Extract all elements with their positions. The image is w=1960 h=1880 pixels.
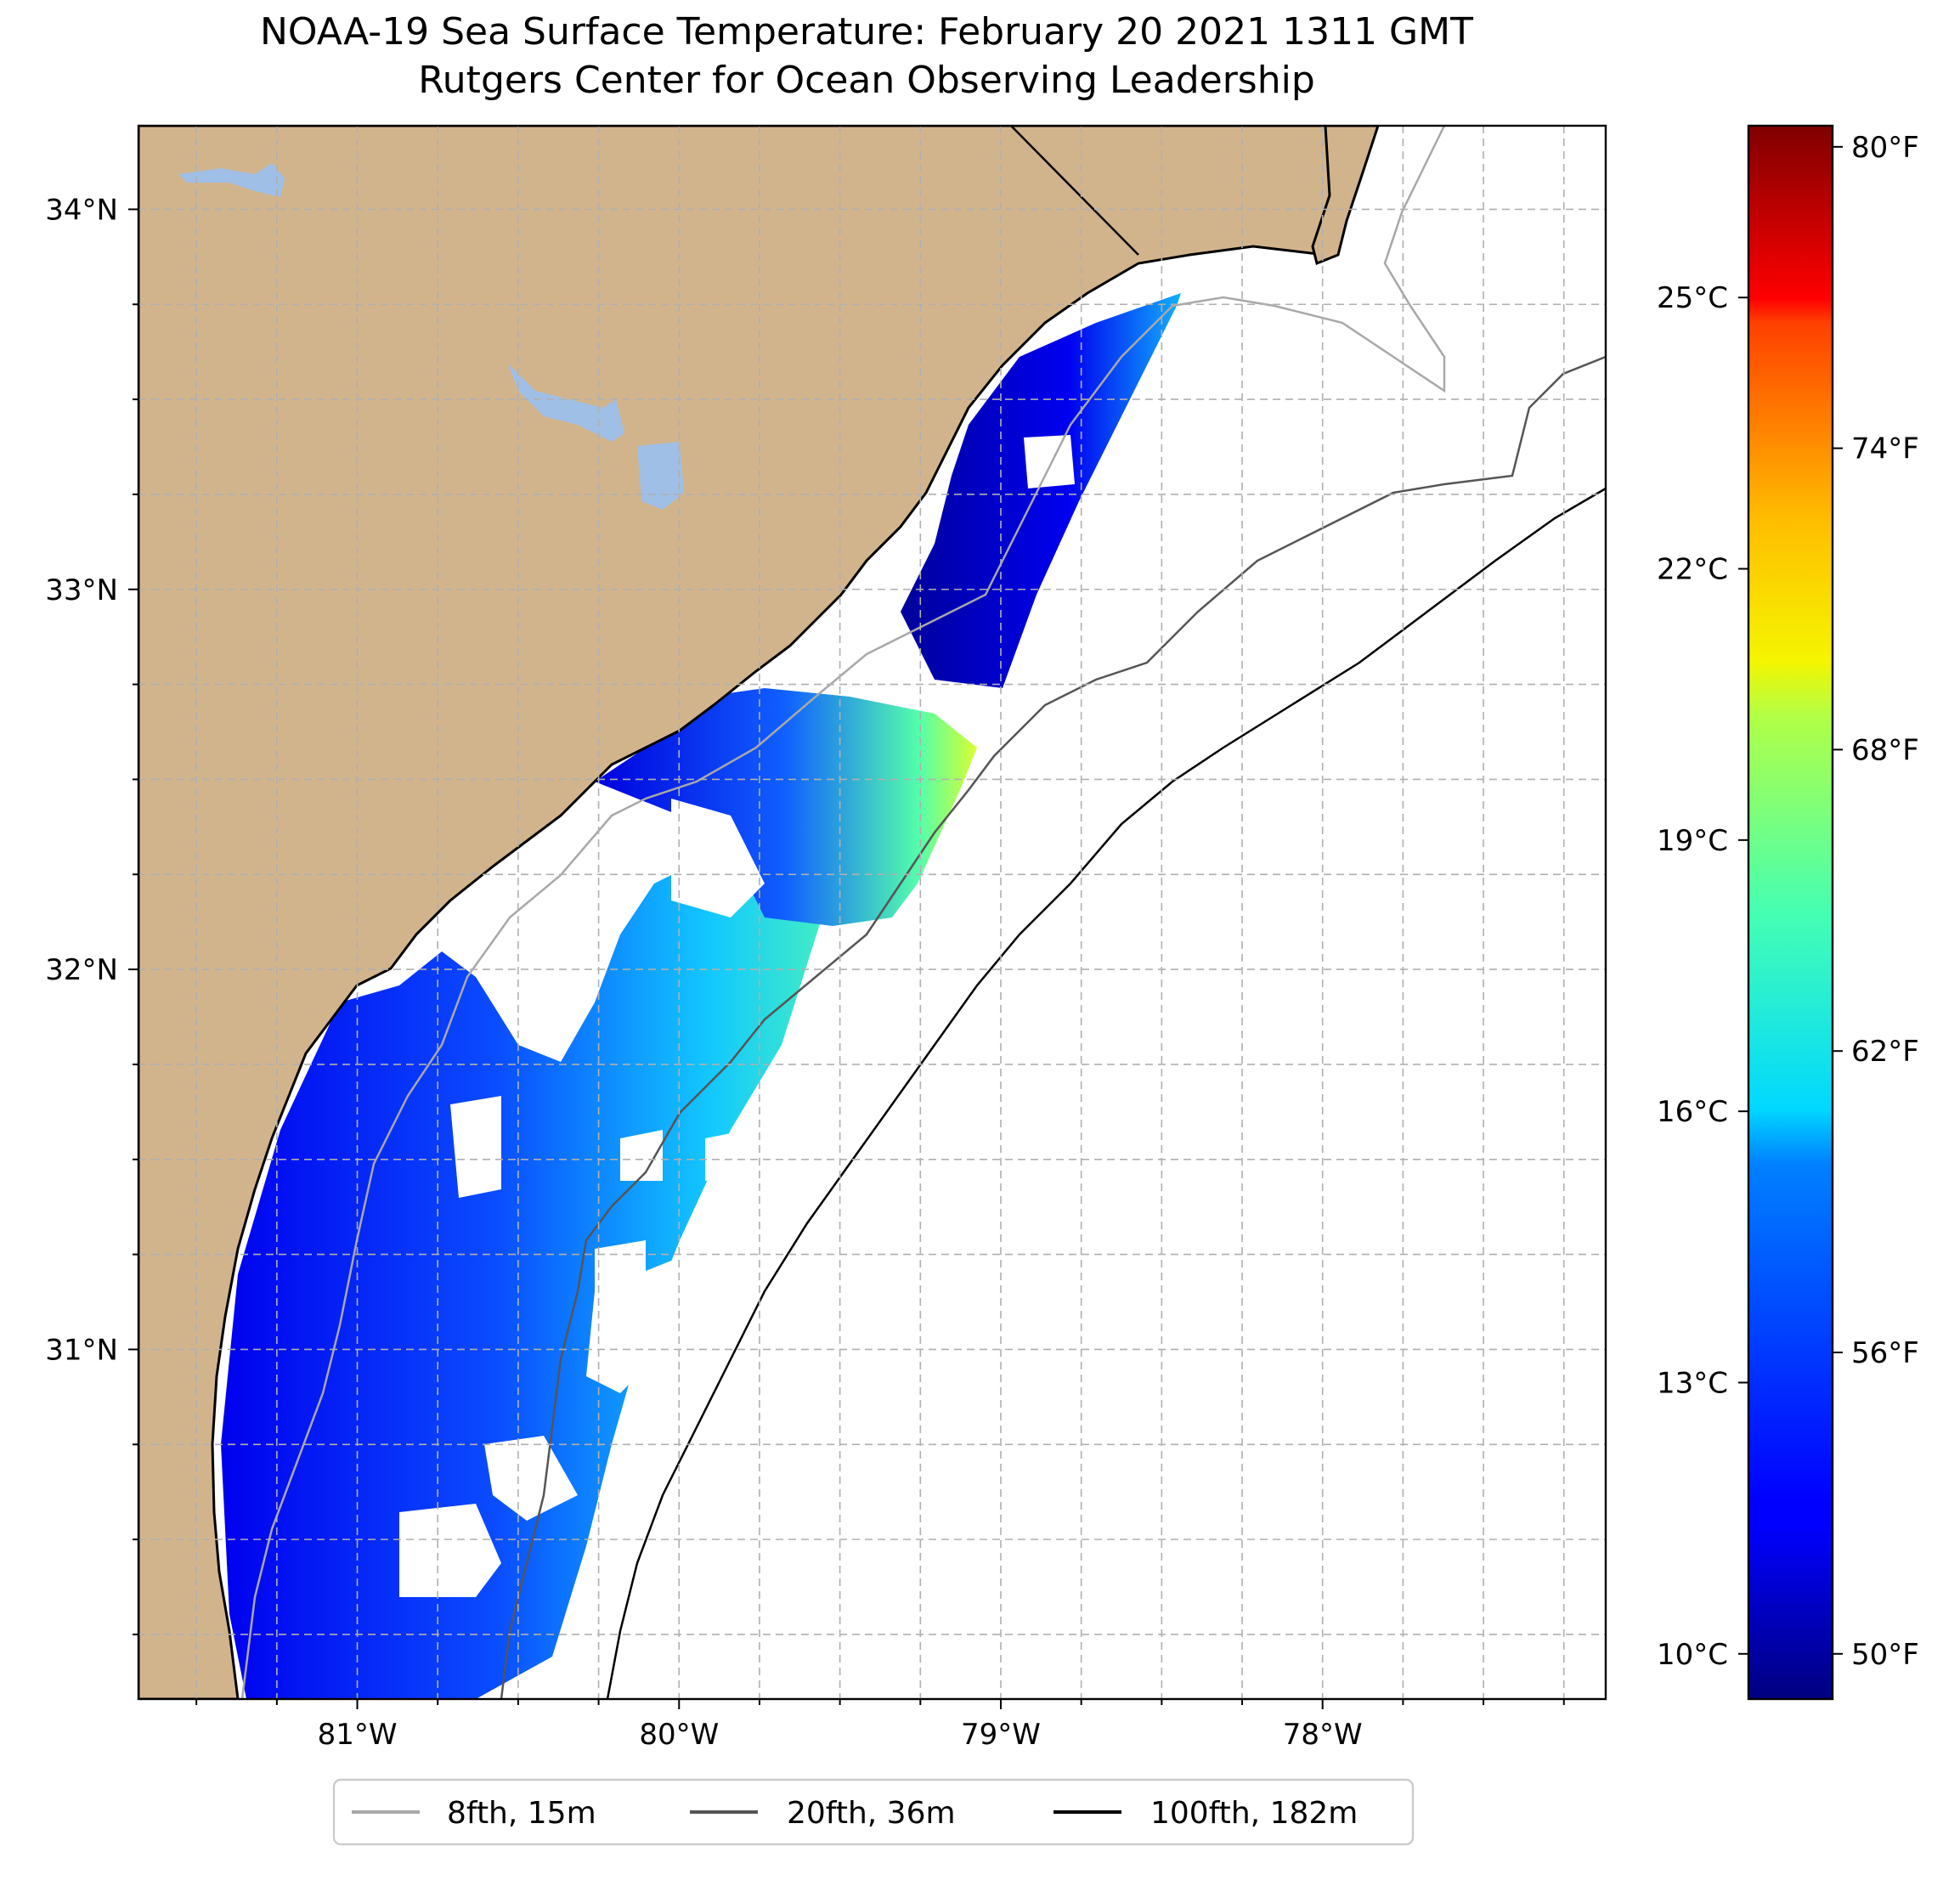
map-panel	[138, 126, 1606, 1699]
celsius-tick-label: 19°C	[1657, 824, 1728, 858]
fahrenheit-tick-label: 50°F	[1851, 1638, 1919, 1672]
cloud-gap	[1024, 435, 1075, 488]
colorbar: 10°C 13°C 16°C 19°C 22°C 25°C 50°F 56°F 62°F 68°…	[1657, 124, 1919, 1701]
celsius-tick-label: 10°C	[1657, 1638, 1728, 1672]
cloud-gap	[484, 1436, 578, 1521]
lon-tick-label: 79°W	[961, 1718, 1041, 1752]
fahrenheit-tick-label: 80°F	[1851, 131, 1919, 165]
land-mass	[138, 126, 1380, 1699]
legend-label-8fth: 8fth, 15m	[447, 1796, 596, 1831]
longitude-axis: 81°W 80°W 79°W 78°W	[195, 1699, 1565, 1752]
fahrenheit-tick-label: 68°F	[1851, 733, 1919, 767]
map-frame	[137, 124, 1607, 1701]
legend-label-100fth: 100fth, 182m	[1150, 1796, 1358, 1831]
cloud-gap	[595, 1240, 646, 1291]
cloud-gap	[671, 799, 765, 917]
legend-label-20fth: 20fth, 36m	[787, 1796, 956, 1831]
celsius-tick-label: 22°C	[1657, 553, 1728, 587]
celsius-tick-label: 25°C	[1657, 281, 1728, 315]
fahrenheit-tick-label: 62°F	[1851, 1035, 1919, 1069]
contour-100fth	[606, 487, 1606, 1699]
lake	[637, 442, 684, 510]
colorbar-celsius-ticks: 10°C 13°C 16°C 19°C 22°C 25°C	[1657, 281, 1748, 1672]
fahrenheit-tick-label: 74°F	[1851, 432, 1919, 466]
lake	[508, 364, 624, 442]
celsius-tick-label: 16°C	[1657, 1095, 1728, 1129]
celsius-tick-label: 13°C	[1657, 1366, 1728, 1400]
lat-tick-label: 31°N	[45, 1333, 118, 1367]
cloud-gap	[620, 1130, 663, 1181]
cloud-gap	[450, 1096, 501, 1198]
land-east-cape	[1311, 126, 1380, 266]
lat-tick-label: 34°N	[45, 193, 118, 227]
colorbar-fahrenheit-ticks: 50°F 56°F 62°F 68°F 74°F 80°F	[1833, 131, 1919, 1672]
contour-legend: 8fth, 15m 20fth, 36m 100fth, 182m	[332, 1778, 1415, 1846]
lat-tick-label: 32°N	[45, 953, 118, 987]
state-border	[1010, 126, 1139, 256]
gridlines	[138, 126, 1606, 1699]
cloud-gap	[399, 1504, 501, 1597]
lake	[178, 163, 285, 197]
latitude-axis: 31°N 32°N 33°N 34°N	[45, 193, 138, 1635]
colorbar-gradient	[1747, 124, 1834, 1701]
sst-swath-middle	[595, 688, 977, 926]
fahrenheit-tick-label: 56°F	[1851, 1336, 1919, 1370]
lon-tick-label: 80°W	[639, 1718, 719, 1752]
lat-tick-label: 33°N	[45, 573, 118, 607]
legend-box	[332, 1778, 1415, 1846]
lon-tick-label: 78°W	[1283, 1718, 1363, 1752]
contour-20fth	[500, 355, 1606, 1699]
map-title: NOAA-19 Sea Surface Temperature: Februar…	[260, 10, 1473, 54]
lon-tick-label: 81°W	[318, 1718, 398, 1752]
map-subtitle: Rutgers Center for Ocean Observing Leade…	[418, 59, 1315, 102]
contour-8fth	[240, 126, 1446, 1699]
cloud-gap	[705, 1130, 748, 1181]
